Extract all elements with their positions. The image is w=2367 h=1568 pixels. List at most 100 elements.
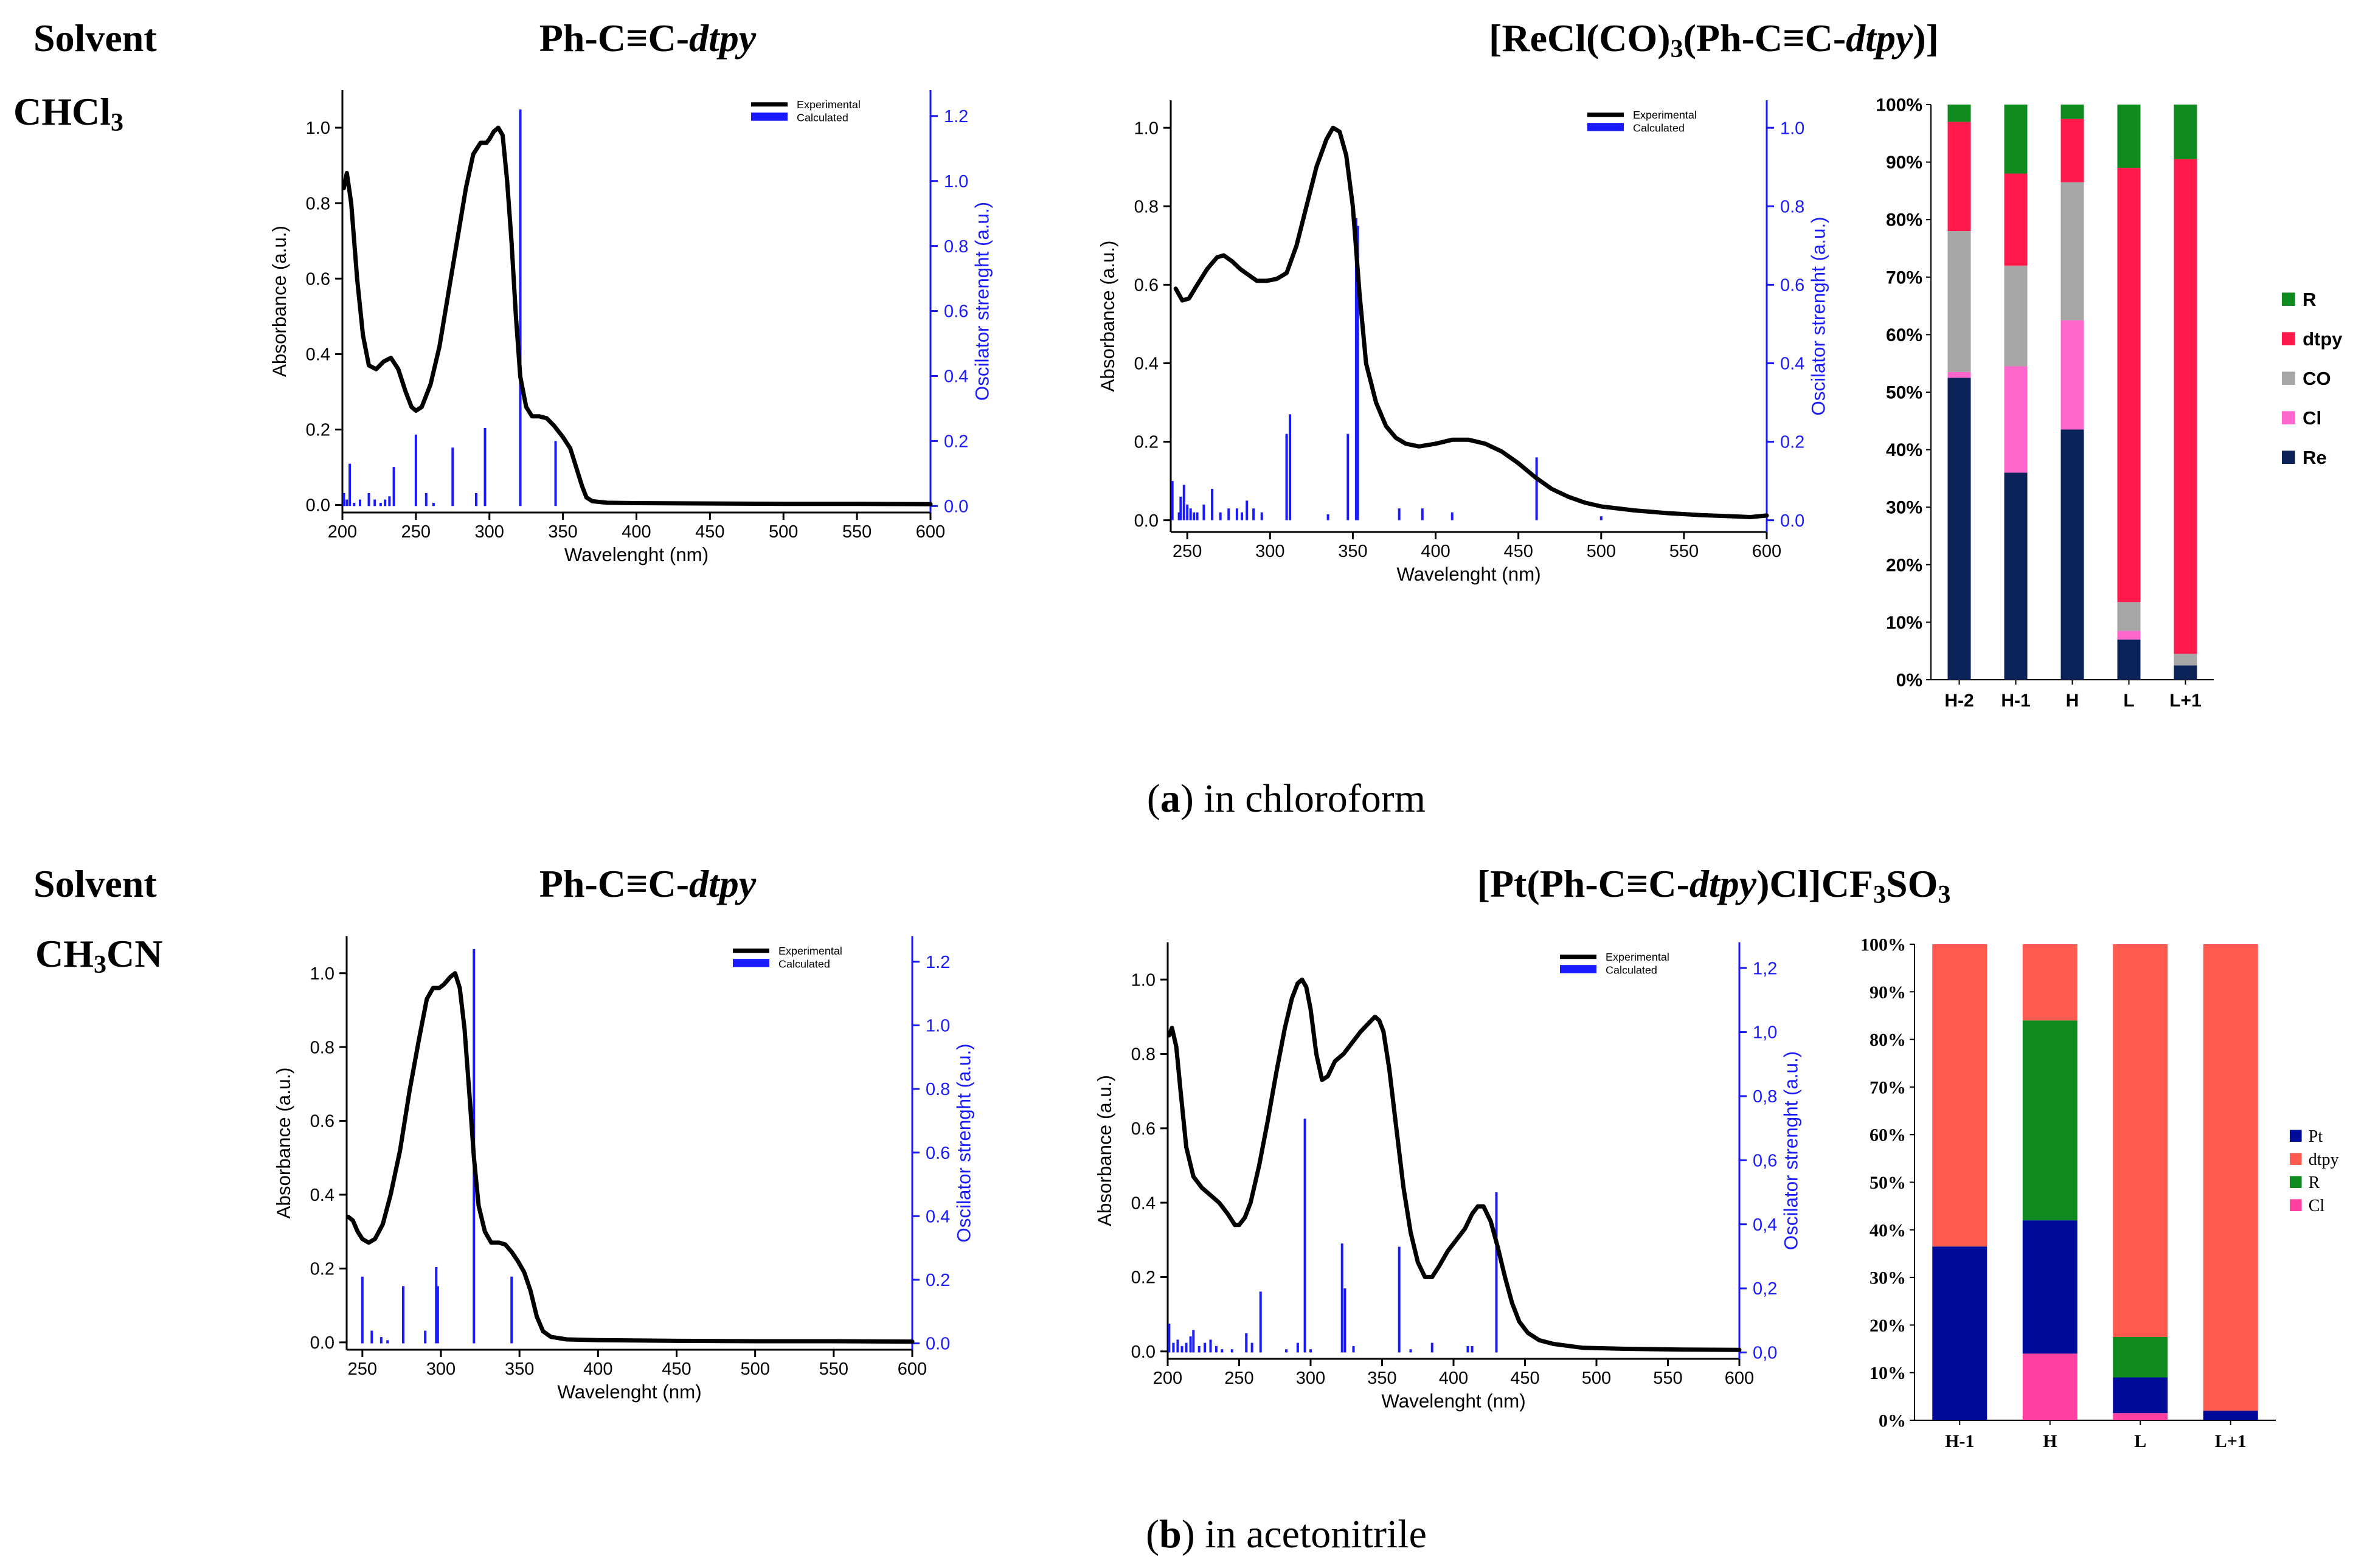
y-tick-label: 1.0 <box>1134 119 1159 138</box>
legend-calculated-label: Calculated <box>778 958 830 970</box>
y-tick-label: 50% <box>1886 383 1922 403</box>
bar-segment-r <box>2113 1336 2168 1378</box>
legend-label-cl: Cl <box>2309 1197 2325 1215</box>
legend-calculated-label: Calculated <box>797 112 848 124</box>
y2-tick-label: 0,6 <box>1753 1151 1777 1170</box>
chart-a-mo-composition: 0% 10% 20% 30% 40% 50% 60% 70% 80% 90% 100% H-2 H-1 H… <box>1876 95 2343 711</box>
x-tick-label: 350 <box>505 1359 534 1379</box>
bar-segment-cl <box>2113 1413 2168 1420</box>
y-tick-label: 0.6 <box>1134 276 1159 295</box>
x-tick-label: 550 <box>1669 542 1699 561</box>
x-axis-title: Wavelenght (nm) <box>564 544 709 565</box>
y-axis-title: Absorbance (a.u.) <box>273 1068 294 1219</box>
legend-calculated-label: Calculated <box>1633 122 1685 134</box>
experimental-curve <box>1166 977 1742 1352</box>
x-tick-label: 450 <box>1510 1369 1539 1388</box>
x-tick-label: 400 <box>1439 1369 1468 1388</box>
bar-segment-re <box>2174 665 2197 680</box>
y-tick-label: 0.4 <box>306 345 330 365</box>
y-tick-label: 0.6 <box>306 269 330 289</box>
y2-tick-label: 1,0 <box>1753 1023 1777 1043</box>
y2-tick-label: 0.8 <box>1780 197 1804 216</box>
x-tick-label: 450 <box>662 1359 691 1379</box>
x-tick-label: 350 <box>548 522 577 542</box>
legend-label-r: R <box>2309 1173 2320 1192</box>
legend-experimental-label: Experimental <box>1606 951 1669 963</box>
bar-segment-pt <box>2113 1377 2168 1414</box>
y-tick-label: 0.2 <box>1134 433 1159 452</box>
y2-tick-label: 1.2 <box>926 953 950 972</box>
legend-label-dtpy: dtpy <box>2309 1150 2339 1169</box>
x-tick-label: 300 <box>1296 1369 1325 1388</box>
x-tick-label: 400 <box>1421 542 1450 561</box>
legend-swatch-cl <box>2282 411 2295 424</box>
y2-tick-label: 0,0 <box>1753 1344 1777 1363</box>
y2-tick-label: 0.4 <box>944 367 968 387</box>
x-tick-label: 350 <box>1338 542 1367 561</box>
x-tick-label: 300 <box>1255 542 1284 561</box>
x-tick-label: 600 <box>1752 542 1781 561</box>
y-tick-label: 50% <box>1870 1173 1906 1193</box>
row-a-complex-title: [ReCl(CO)3(Ph-C≡C-dtpy)] <box>1489 16 1939 63</box>
chart-b-ligand-spectrum: 250 300 350 400 450 500 550 600 0.0 0.2 0.4 0.6 0.8 1… <box>273 936 975 1403</box>
bar-segment-dtpy <box>2174 159 2197 654</box>
y-axis-title: Absorbance (a.u.) <box>1097 241 1118 392</box>
x-tick-label: 250 <box>348 1359 377 1379</box>
bar-segment-co <box>2117 602 2141 631</box>
y-tick-label: 60% <box>1870 1125 1906 1145</box>
legend-label-pt: Pt <box>2309 1127 2323 1146</box>
x-axis-title: Wavelenght (nm) <box>1396 564 1540 585</box>
row-b-ligand-title: Ph-C≡C-dtpy <box>539 862 757 905</box>
y-tick-label: 0% <box>1896 671 1922 691</box>
legend-experimental-label: Experimental <box>778 945 842 957</box>
x-tick-label: 500 <box>740 1359 769 1379</box>
legend-swatch-co <box>2282 371 2295 385</box>
y2-tick-label: 0.2 <box>944 432 968 452</box>
x-tick-label: 550 <box>1653 1369 1682 1388</box>
y-tick-label: 1.0 <box>310 964 334 984</box>
x-tick-label: 500 <box>769 522 798 542</box>
bar-segment-dtpy <box>1932 944 1988 1247</box>
y-tick-label: 80% <box>1886 210 1922 230</box>
y-tick-label: 0.0 <box>310 1333 334 1353</box>
bar-segment-cl <box>2060 320 2084 430</box>
legend-calculated-swatch <box>1587 123 1624 131</box>
legend-experimental-label: Experimental <box>797 98 861 111</box>
y-tick-label: 40% <box>1870 1220 1906 1240</box>
x-tick-label: H <box>2066 691 2079 711</box>
x-tick-label: H-2 <box>1944 691 1974 711</box>
row-b-complex-title: [Pt(Ph-C≡C-dtpy)Cl]CF3SO3 <box>1477 862 1951 909</box>
x-tick-label: H-1 <box>1945 1431 1974 1451</box>
bar-segment-r <box>2004 105 2028 174</box>
legend-swatch-dtpy <box>2282 332 2295 345</box>
bar-segment-co <box>2060 182 2084 320</box>
chart-a-ligand-spectrum: 200 250 300 350 400 450 500 550 600 0.0 0.2 0.4 0.6 0… <box>269 90 993 565</box>
legend-label-co: CO <box>2303 368 2331 389</box>
row-a-solvent: CHCl3 <box>13 90 123 137</box>
bar-segment-pt <box>2203 1411 2258 1420</box>
y2-tick-label: 0.6 <box>1780 276 1804 295</box>
bar-segment-dtpy <box>1947 122 1971 232</box>
bar-segment-dtpy <box>2022 944 2078 1021</box>
y-tick-label: 90% <box>1886 153 1922 173</box>
y-tick-label: 0.0 <box>1134 511 1159 531</box>
legend-swatch-cl <box>2290 1199 2302 1211</box>
y-tick-label: 1.0 <box>1131 970 1156 990</box>
bar-segment-r <box>2060 105 2084 119</box>
x-tick-label: H <box>2043 1431 2057 1451</box>
y-tick-label: 70% <box>1886 268 1922 288</box>
y2-tick-label: 0,8 <box>1753 1087 1777 1107</box>
x-tick-label: 600 <box>916 522 945 542</box>
x-tick-label: 250 <box>401 522 431 542</box>
x-tick-label: H-1 <box>2001 691 2030 711</box>
y-tick-label: 0.2 <box>310 1260 334 1279</box>
legend-swatch-r <box>2282 292 2295 306</box>
y2-tick-label: 0.0 <box>944 497 968 516</box>
legend-swatch-re <box>2282 451 2295 464</box>
y2-axis-title: Oscilator strenght (a.u.) <box>954 1043 975 1242</box>
bar-segment-cl <box>1947 371 1971 378</box>
bar-segment-co <box>1947 231 1971 372</box>
y-tick-label: 0.6 <box>310 1112 334 1131</box>
y2-tick-label: 1.0 <box>926 1017 950 1036</box>
y2-tick-label: 0.8 <box>944 237 968 257</box>
